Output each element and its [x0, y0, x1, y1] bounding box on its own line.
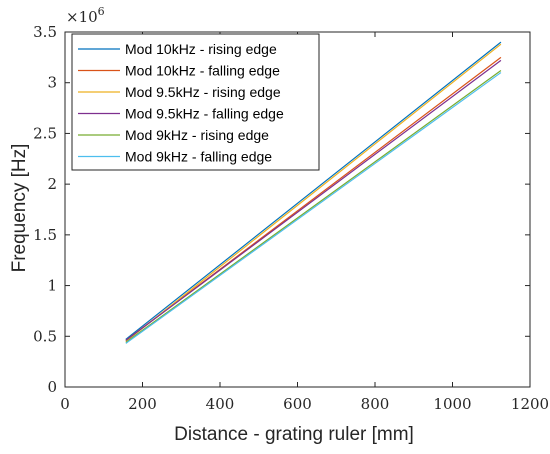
series-layer	[125, 41, 502, 344]
series-line	[125, 70, 502, 343]
series-line	[125, 72, 502, 344]
x-tick-label: 600	[283, 395, 312, 413]
legend: Mod 10kHz - rising edge Mod 10kHz - falli…	[71, 33, 320, 171]
y-axis-multiplier-base: ×10	[66, 8, 98, 26]
legend-label: Mod 9.5kHz - rising edge	[125, 84, 281, 100]
x-tick-label: 1200	[511, 395, 549, 413]
y-tick-label: 2	[47, 175, 57, 193]
x-tick-label: 1000	[433, 395, 471, 413]
y-axis-multiplier: ×106	[66, 5, 105, 26]
x-tick-label: 200	[128, 395, 157, 413]
legend-label: Mod 9kHz - rising edge	[125, 127, 269, 143]
y-tick-label: 1.5	[33, 226, 57, 244]
series-line	[125, 59, 502, 341]
legend-label: Mod 10kHz - rising edge	[125, 41, 277, 57]
legend-label: Mod 9.5kHz - falling edge	[125, 106, 284, 122]
y-tick-label: 0	[47, 378, 57, 396]
x-tick-label: 400	[206, 395, 235, 413]
x-tick-label: 800	[361, 395, 390, 413]
y-tick-label: 3	[47, 74, 57, 92]
x-axis: 0 200 400 600 800 1000 1200	[60, 32, 549, 413]
legend-label: Mod 9kHz - falling edge	[125, 149, 272, 165]
y-axis: 0 0.5 1 1.5 2 2.5 3 3.5	[33, 23, 530, 396]
legend-box	[71, 33, 320, 171]
y-tick-label: 2.5	[33, 124, 57, 142]
legend-label: Mod 10kHz - falling edge	[125, 63, 280, 79]
x-tick-label: 0	[60, 395, 70, 413]
y-tick-label: 1	[47, 277, 57, 295]
y-tick-label: 3.5	[33, 23, 57, 41]
series-line	[125, 43, 502, 342]
y-tick-label: 0.5	[33, 327, 57, 345]
y-axis-multiplier-exponent: 6	[98, 5, 105, 18]
series-line	[125, 41, 502, 340]
y-axis-label: Frequency [Hz]	[9, 144, 30, 273]
x-axis-label: Distance - grating ruler [mm]	[174, 424, 414, 445]
